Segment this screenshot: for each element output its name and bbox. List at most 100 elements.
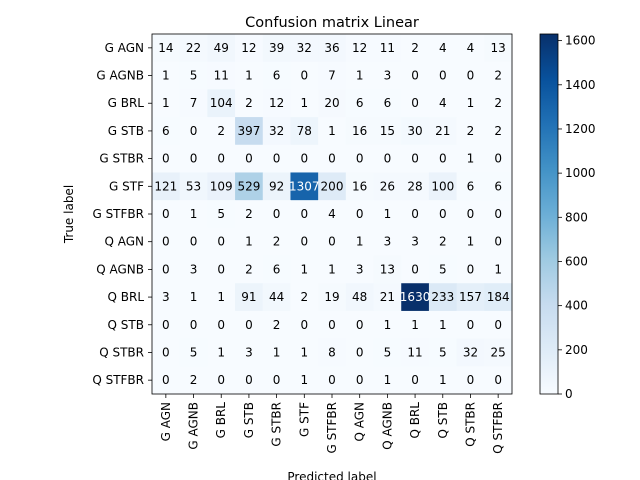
cell-value-label: 3 [384,235,392,249]
heatmap-cell [262,283,291,312]
heatmap-cell [401,89,430,118]
cell-value-label: 3 [190,262,198,276]
cell-value-label: 1307 [289,179,320,193]
heatmap-cell [179,283,208,312]
heatmap-cell [345,61,374,90]
heatmap-cell [152,34,181,63]
y-axis-label: True label [62,185,76,244]
heatmap-cell [179,255,208,284]
heatmap-cell [456,227,485,256]
heatmap-cell [456,200,485,229]
cell-value-label: 2 [245,207,253,221]
cell-value-label: 0 [494,207,502,221]
heatmap-cell [207,227,236,256]
heatmap-cell [484,144,513,173]
cell-value-label: 2 [494,96,502,110]
heatmap-cell [179,227,208,256]
heatmap-cell [484,227,513,256]
x-tick-label: G STFBR [325,402,339,454]
heatmap-cell [428,61,458,90]
heatmap-cell-labels: 14 22 49 12 39 32 36 12 11 2 4 4 131 5 11 1 6 0 7 1 3 0 0 0 21 7 1… [154,41,509,387]
heatmap-cell [484,366,513,395]
cell-value-label: 11 [380,41,395,55]
heatmap-cell [428,338,458,367]
colorbar-tick-label: 0 [565,387,573,401]
heatmap-cell [401,61,430,90]
cell-value-label: 0 [494,318,502,332]
heatmap-cell [207,200,236,229]
heatmap-cell [262,34,291,63]
heatmap-cell [152,117,181,146]
heatmap-cell [207,310,236,340]
cell-value-label: 12 [352,41,367,55]
cell-value-label: 1 [300,96,308,110]
y-tick-label: G STBR [99,152,144,166]
heatmap-cell [262,172,291,201]
cell-value-label: 11 [407,345,422,359]
heatmap-cell [290,366,319,395]
heatmap-cell [152,366,181,395]
heatmap-cell [152,255,181,284]
x-tick-label: Q STB [436,402,450,438]
heatmap-cell [401,144,430,173]
y-tick-label: G AGN [105,41,144,55]
cell-value-label: 30 [407,124,422,138]
heatmap-cell [345,117,374,146]
chart-title: Confusion matrix Linear [245,15,419,31]
heatmap-cell [262,144,291,173]
heatmap-cell [179,310,208,340]
heatmap-cell [318,89,347,118]
cell-value-label: 78 [297,124,312,138]
cell-value-label: 6 [273,262,281,276]
x-tick-label: G STB [242,402,256,438]
heatmap-cell [484,200,513,229]
cell-value-label: 0 [439,152,447,166]
heatmap-cell [318,338,347,367]
colorbar-tick-label: 800 [565,210,588,224]
heatmap-cell [484,283,513,312]
cell-value-label: 8 [328,345,336,359]
heatmap-cell [401,227,430,256]
cell-value-label: 0 [356,318,364,332]
y-axis-ticks: G AGN G AGNB G BRL G STB G STBR G STF G STFBR Q… [92,41,152,387]
cell-value-label: 3 [384,69,392,83]
heatmap-cell [401,338,430,367]
cell-value-label: 0 [494,373,502,387]
colorbar-tick-label: 1400 [565,78,596,92]
heatmap-cell [428,34,458,63]
cell-value-label: 0 [217,152,225,166]
heatmap-cell [345,172,374,201]
heatmap-cell [235,227,264,256]
heatmap-cell [456,89,485,118]
cell-value-label: 21 [435,124,450,138]
heatmap-cell [179,89,208,118]
y-tick-label: G STFBR [92,207,144,221]
heatmap-cell [262,200,291,229]
cell-value-label: 2 [300,290,308,304]
cell-value-label: 39 [269,41,284,55]
cell-value-label: 4 [439,96,447,110]
heatmap-cell [152,200,181,229]
heatmap-cell [456,283,485,312]
heatmap-cell [345,255,374,284]
x-tick-label: Q AGN [353,402,367,442]
heatmap-cell [456,255,485,284]
cell-value-label: 0 [162,152,170,166]
heatmap-cell [345,283,374,312]
cell-value-label: 1 [273,345,281,359]
cell-value-label: 92 [269,179,284,193]
heatmap-cell [152,61,181,90]
heatmap-cell [152,89,181,118]
cell-value-label: 13 [380,262,395,276]
cell-value-label: 0 [300,235,308,249]
cell-value-label: 0 [162,207,170,221]
cell-value-label: 0 [190,235,198,249]
heatmap-cell [456,310,485,340]
x-tick-label: G STBR [270,402,284,447]
heatmap-cell [456,34,485,63]
cell-value-label: 3 [162,290,170,304]
cell-value-label: 104 [210,96,233,110]
cell-value-label: 16 [352,124,367,138]
cell-value-label: 0 [328,235,336,249]
